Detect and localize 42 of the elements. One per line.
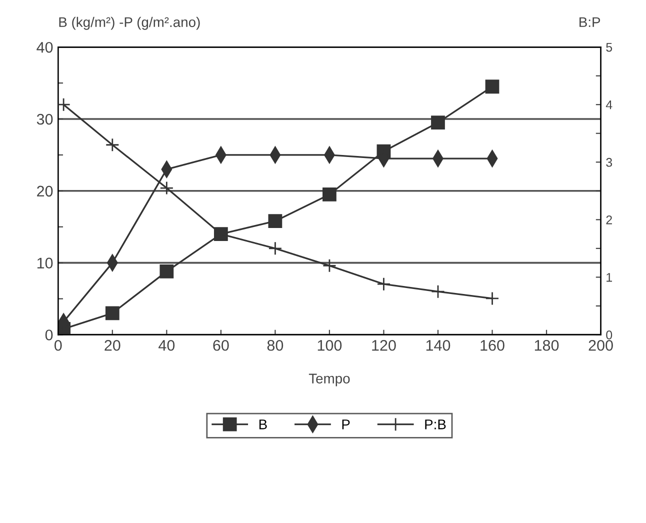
y2-tick-label: 5 xyxy=(606,43,612,52)
point xyxy=(431,284,445,299)
x-tick-label: 100 xyxy=(318,340,342,351)
legend-label: P xyxy=(342,420,350,430)
x-tick-label: 160 xyxy=(480,340,504,351)
x-tick-label: 200 xyxy=(588,340,613,351)
point xyxy=(105,306,120,320)
point xyxy=(160,264,174,278)
y2-tick-label: 1 xyxy=(606,273,612,282)
y2-tick-label: 3 xyxy=(606,158,612,167)
y-tick-label: 0 xyxy=(45,330,53,340)
point xyxy=(322,258,336,273)
x-tick-label: 80 xyxy=(267,340,284,351)
point xyxy=(105,138,120,152)
point xyxy=(160,181,174,195)
y2-tick-label: 4 xyxy=(606,100,612,110)
y-tick-label: 20 xyxy=(37,186,53,197)
point xyxy=(376,277,391,292)
x-tick-label: 40 xyxy=(158,340,175,351)
x-tick-label: 60 xyxy=(213,340,229,351)
point xyxy=(268,241,282,256)
y-axis-title: B (kg/m²) -P (g/m².ano) xyxy=(59,16,200,30)
point xyxy=(268,214,282,228)
x-tick-label: 20 xyxy=(104,340,120,351)
text: B:P xyxy=(580,17,600,27)
y2-tick-label: 0 xyxy=(606,330,612,340)
y-tick-label: 40 xyxy=(36,42,53,53)
x-axis-title: Tempo xyxy=(308,374,350,386)
y-tick-label: 10 xyxy=(37,258,53,268)
point xyxy=(58,98,71,112)
x-tick-label: 180 xyxy=(534,340,559,351)
x-tick-label: 140 xyxy=(426,340,450,351)
y-tick-label: 30 xyxy=(36,114,53,125)
legend-label: P:B xyxy=(425,420,446,430)
y2-tick-label: 2 xyxy=(606,215,612,224)
point xyxy=(322,188,336,202)
legend-label: B xyxy=(259,420,267,430)
x-tick-label: 0 xyxy=(54,340,62,351)
point xyxy=(431,116,445,130)
x-tick-label: 120 xyxy=(372,340,396,351)
point xyxy=(485,80,500,94)
point xyxy=(485,292,500,306)
